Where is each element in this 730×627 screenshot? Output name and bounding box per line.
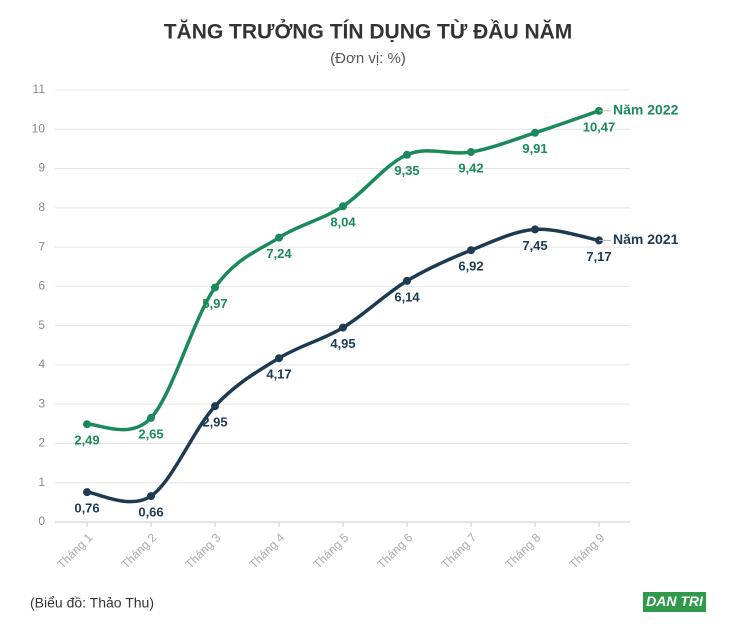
point [275,354,283,363]
point [339,202,347,211]
data-label: 5,97 [202,296,227,311]
x-tick-label: Tháng 3 [182,530,223,571]
point [467,148,475,157]
point [147,492,155,501]
point [275,233,283,242]
y-tick-label: 0 [38,514,45,528]
data-label: 7,17 [586,249,611,264]
data-label: 9,42 [458,160,483,175]
y-tick-label: 6 [38,279,45,293]
data-label: 10,47 [583,119,616,134]
y-tick-label: 1 [38,475,45,489]
x-tick-label: Tháng 4 [246,530,287,571]
x-tick-label: Tháng 1 [54,530,95,571]
logo: DAN TRI [646,593,704,609]
logo-box [643,592,706,612]
data-label: 7,24 [266,246,292,261]
point [403,276,411,285]
chart-title: TĂNG TRƯỞNG TÍN DỤNG TỪ ĐẦU NĂM [164,20,573,44]
point [531,225,539,234]
point [339,323,347,332]
y-tick-label: 9 [38,161,45,175]
y-tick-label: 5 [38,318,45,332]
chart-subtitle: (Đơn vị: %) [330,50,406,67]
y-tick-label: 8 [38,200,45,214]
point [211,402,219,411]
point [147,413,155,422]
x-tick-label: Tháng 6 [374,530,415,571]
x-tick-label: Tháng 9 [566,530,607,571]
data-label: 2,65 [138,426,163,441]
data-label: 9,91 [522,141,547,156]
point [531,128,539,137]
y-tick-label: 7 [38,239,45,253]
x-tick-label: Tháng 7 [438,530,479,571]
point [403,150,411,159]
data-label: 7,45 [522,238,547,253]
y-tick-label: 10 [32,121,46,135]
y-tick-label: 3 [38,396,45,410]
point [211,283,219,292]
point [83,488,91,497]
series-name: Năm 2021 [613,231,679,247]
data-label: 6,14 [394,289,420,304]
y-tick-label: 11 [33,82,46,96]
source: (Biểu đồ: Thảo Thu) [30,595,154,611]
data-label: 0,76 [74,501,99,516]
data-label: 2,95 [202,415,227,430]
x-tick-label: Tháng 2 [118,530,159,571]
series-name: Năm 2022 [613,102,679,118]
point [467,246,475,255]
data-label: 8,04 [330,215,356,230]
series-line [85,227,601,504]
point [83,420,91,429]
y-tick-label: 2 [38,436,45,450]
data-label: 2,49 [74,433,99,448]
data-label: 4,95 [330,336,355,351]
data-label: 0,66 [138,505,163,520]
series-line [85,109,601,432]
data-label: 6,92 [458,259,483,274]
x-tick-label: Tháng 5 [310,530,351,571]
y-tick-label: 4 [38,357,45,371]
x-tick-label: Tháng 8 [502,530,543,571]
data-label: 9,35 [394,163,419,178]
data-label: 4,17 [266,367,291,382]
